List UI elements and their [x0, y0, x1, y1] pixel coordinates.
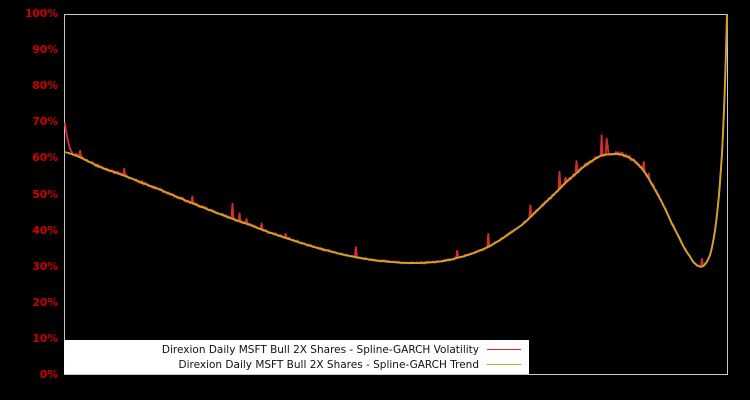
y-tick-label-80: 80%	[32, 79, 58, 93]
y-tick-label-20: 20%	[32, 295, 58, 309]
y-tick-label-0: 0%	[39, 368, 58, 381]
y-tick-label-50: 50%	[32, 187, 58, 201]
y-axis: 0% 10% 20% 30% 40% 50% 60% 70% 80% 90% 100%	[0, 0, 58, 400]
series-line-volatility	[64, 16, 728, 268]
y-tick-label-60: 60%	[32, 151, 58, 165]
plot-series-layer	[64, 14, 728, 268]
legend-entry-trend: Direxion Daily MSFT Bull 2X Shares - Spl…	[64, 357, 529, 372]
series-line-trend	[64, 14, 728, 268]
y-tick-label-70: 70%	[32, 115, 58, 129]
legend-entry-volatility: Direxion Daily MSFT Bull 2X Shares - Spl…	[64, 342, 529, 357]
chart-legend: Direxion Daily MSFT Bull 2X Shares - Spl…	[64, 340, 529, 374]
y-tick-label-30: 30%	[32, 259, 58, 273]
legend-label-trend: Direxion Daily MSFT Bull 2X Shares - Spl…	[178, 358, 479, 371]
y-tick-label-40: 40%	[32, 223, 58, 237]
y-tick-label-10: 10%	[32, 331, 58, 345]
legend-swatch-volatility	[487, 349, 521, 350]
y-tick-label-90: 90%	[32, 43, 58, 57]
legend-swatch-trend	[487, 364, 521, 365]
y-tick-label-100: 100%	[24, 7, 58, 20]
plot-frame	[64, 14, 728, 375]
legend-label-volatility: Direxion Daily MSFT Bull 2X Shares - Spl…	[161, 343, 479, 356]
